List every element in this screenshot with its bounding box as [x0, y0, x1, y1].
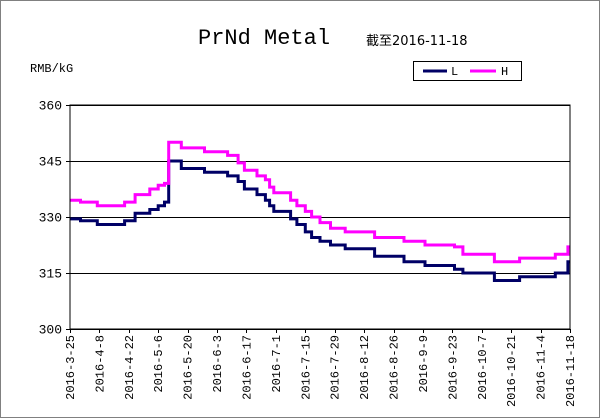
x-tick-label: 2016-11-4: [535, 335, 549, 400]
x-tick-label: 2016-6-17: [240, 335, 254, 400]
x-tick-label: 2016-7-29: [329, 335, 343, 400]
x-tick-label: 2016-6-3: [211, 335, 225, 393]
y-tick-label: 345: [39, 155, 62, 170]
x-tick-label: 2016-9-9: [417, 335, 431, 393]
chart-title: PrNd Metal: [198, 26, 330, 51]
axes: 300 315 330 345 360 2016-3-25 2016-4-8 2016-4-2…: [39, 99, 578, 408]
x-tick-label: 2016-4-22: [123, 335, 137, 400]
y-tick-label: 300: [39, 323, 62, 338]
y-tick-label: 360: [39, 99, 62, 114]
x-tick-label: 2016-7-15: [299, 335, 313, 400]
y-tick-label: 330: [39, 211, 62, 226]
legend-label-l: L: [451, 65, 458, 79]
legend-label-h: H: [501, 65, 508, 79]
x-tick-label: 2016-4-8: [93, 335, 107, 393]
x-tick-label: 2016-5-6: [152, 335, 166, 393]
x-tick-label: 2016-8-12: [358, 335, 372, 400]
chart-subtitle: 截至2016-11-18: [366, 34, 468, 49]
x-tick-label: 2016-10-21: [505, 335, 519, 407]
y-tick-label: 315: [39, 267, 62, 282]
legend-box: [413, 61, 522, 81]
x-tick-label: 2016-7-1: [270, 335, 284, 393]
x-tick-label: 2016-5-20: [182, 335, 196, 400]
x-tick-label: 2016-10-7: [476, 335, 490, 400]
series-line-h: [70, 140, 570, 264]
plot-area-border: [69, 104, 571, 330]
y-axis-label: RMB/kG: [30, 62, 73, 76]
legend: L H: [413, 61, 522, 81]
x-tick-label: 2016-3-25: [64, 335, 78, 400]
series-lines: [70, 140, 570, 282]
x-tick-label: 2016-11-18: [564, 335, 578, 407]
x-tick-label: 2016-9-23: [446, 335, 460, 400]
series-line-l: [70, 159, 570, 282]
x-tick-label: 2016-8-26: [388, 335, 402, 400]
